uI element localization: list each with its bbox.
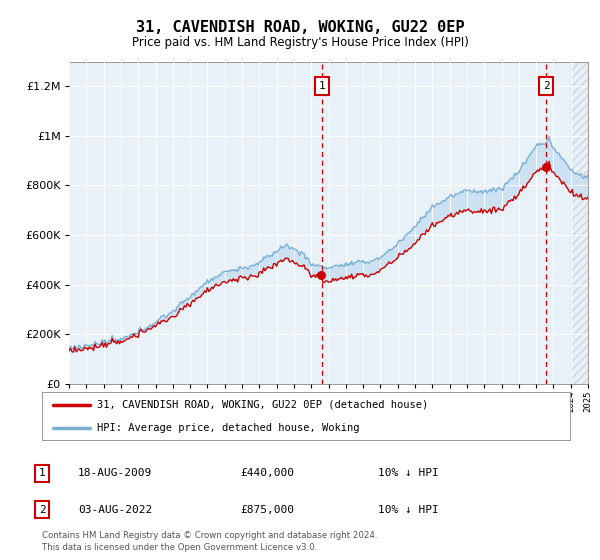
Text: 2: 2 — [543, 81, 550, 91]
Text: Contains HM Land Registry data © Crown copyright and database right 2024.
This d: Contains HM Land Registry data © Crown c… — [42, 531, 377, 552]
Text: 31, CAVENDISH ROAD, WOKING, GU22 0EP (detached house): 31, CAVENDISH ROAD, WOKING, GU22 0EP (de… — [97, 400, 428, 410]
Text: Price paid vs. HM Land Registry's House Price Index (HPI): Price paid vs. HM Land Registry's House … — [131, 36, 469, 49]
Text: 1: 1 — [319, 81, 325, 91]
Text: 10% ↓ HPI: 10% ↓ HPI — [378, 505, 439, 515]
Text: 31, CAVENDISH ROAD, WOKING, GU22 0EP: 31, CAVENDISH ROAD, WOKING, GU22 0EP — [136, 20, 464, 35]
Text: £440,000: £440,000 — [240, 468, 294, 478]
Text: 2: 2 — [38, 505, 46, 515]
Text: 03-AUG-2022: 03-AUG-2022 — [78, 505, 152, 515]
Text: 18-AUG-2009: 18-AUG-2009 — [78, 468, 152, 478]
Text: 1: 1 — [38, 468, 46, 478]
Text: £875,000: £875,000 — [240, 505, 294, 515]
Text: HPI: Average price, detached house, Woking: HPI: Average price, detached house, Woki… — [97, 423, 360, 433]
Text: 10% ↓ HPI: 10% ↓ HPI — [378, 468, 439, 478]
